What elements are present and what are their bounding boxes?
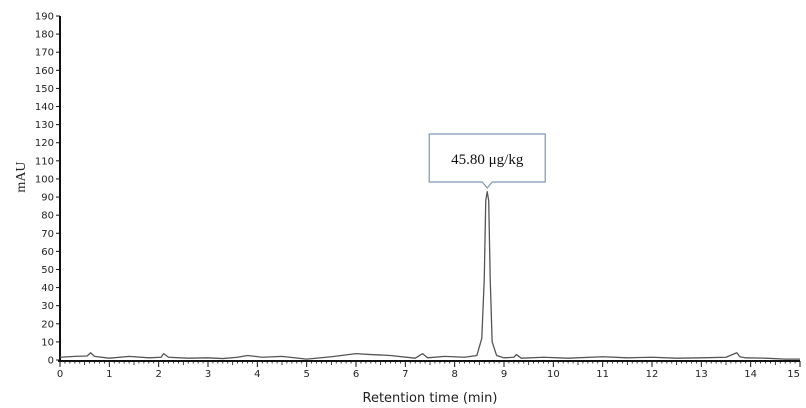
y-tick-label: 120 — [35, 138, 54, 149]
y-tick-label: 140 — [35, 102, 54, 113]
y-tick-label: 20 — [41, 319, 54, 330]
x-tick-label: 9 — [501, 369, 507, 380]
y-tick-label: 50 — [41, 265, 54, 276]
y-tick-label: 60 — [41, 247, 54, 258]
x-tick-label: 10 — [547, 369, 560, 380]
x-tick-label: 2 — [155, 369, 161, 380]
annotation-text: 45.80 μg/kg — [451, 152, 524, 168]
x-tick-label: 6 — [353, 369, 359, 380]
y-tick-label: 100 — [35, 174, 54, 185]
y-tick-label: 150 — [35, 84, 54, 95]
x-tick-label: 3 — [205, 369, 211, 380]
y-tick-label: 90 — [41, 193, 54, 204]
x-tick-label: 12 — [646, 369, 659, 380]
x-tick-label: 13 — [695, 369, 708, 380]
x-tick-label: 8 — [451, 369, 457, 380]
y-tick-label: 10 — [41, 337, 54, 348]
y-tick-label: 160 — [35, 66, 54, 77]
series-line-chromatogram — [59, 190, 800, 360]
x-tick-label: 11 — [596, 369, 609, 380]
y-tick-label: 190 — [35, 12, 54, 23]
x-axis-ticks: 0 1 2 3 4 5 6 7 8 9 10 11 12 13 14 15 — [57, 361, 801, 380]
y-tick-label: 130 — [35, 120, 54, 131]
y-tick-label: 180 — [35, 30, 54, 41]
y-tick-label: 70 — [41, 229, 54, 240]
y-tick-label: 110 — [35, 156, 54, 167]
x-tick-label: 4 — [254, 369, 260, 380]
annotations-layer: 45.80 μg/kg — [428, 133, 546, 189]
y-tick-label: 170 — [35, 48, 54, 59]
x-tick-label: 5 — [303, 369, 309, 380]
annotation-callout-box — [428, 133, 546, 189]
y-axis-label: mAU — [14, 161, 29, 192]
y-tick-label: 40 — [41, 283, 54, 294]
x-tick-label: 1 — [106, 369, 112, 380]
y-tick-label: 0 — [48, 356, 54, 367]
x-tick-label: 15 — [787, 369, 800, 380]
x-tick-label: 7 — [402, 369, 408, 380]
y-tick-label: 30 — [41, 301, 54, 312]
x-tick-label: 0 — [57, 369, 63, 380]
y-axis-ticks: 0 10 20 30 40 50 60 70 80 90 100 110 120 130 140 150 160… — [35, 12, 60, 367]
x-axis-label: Retention time (min) — [363, 391, 498, 406]
x-tick-label: 14 — [744, 369, 757, 380]
y-tick-label: 80 — [41, 211, 54, 222]
